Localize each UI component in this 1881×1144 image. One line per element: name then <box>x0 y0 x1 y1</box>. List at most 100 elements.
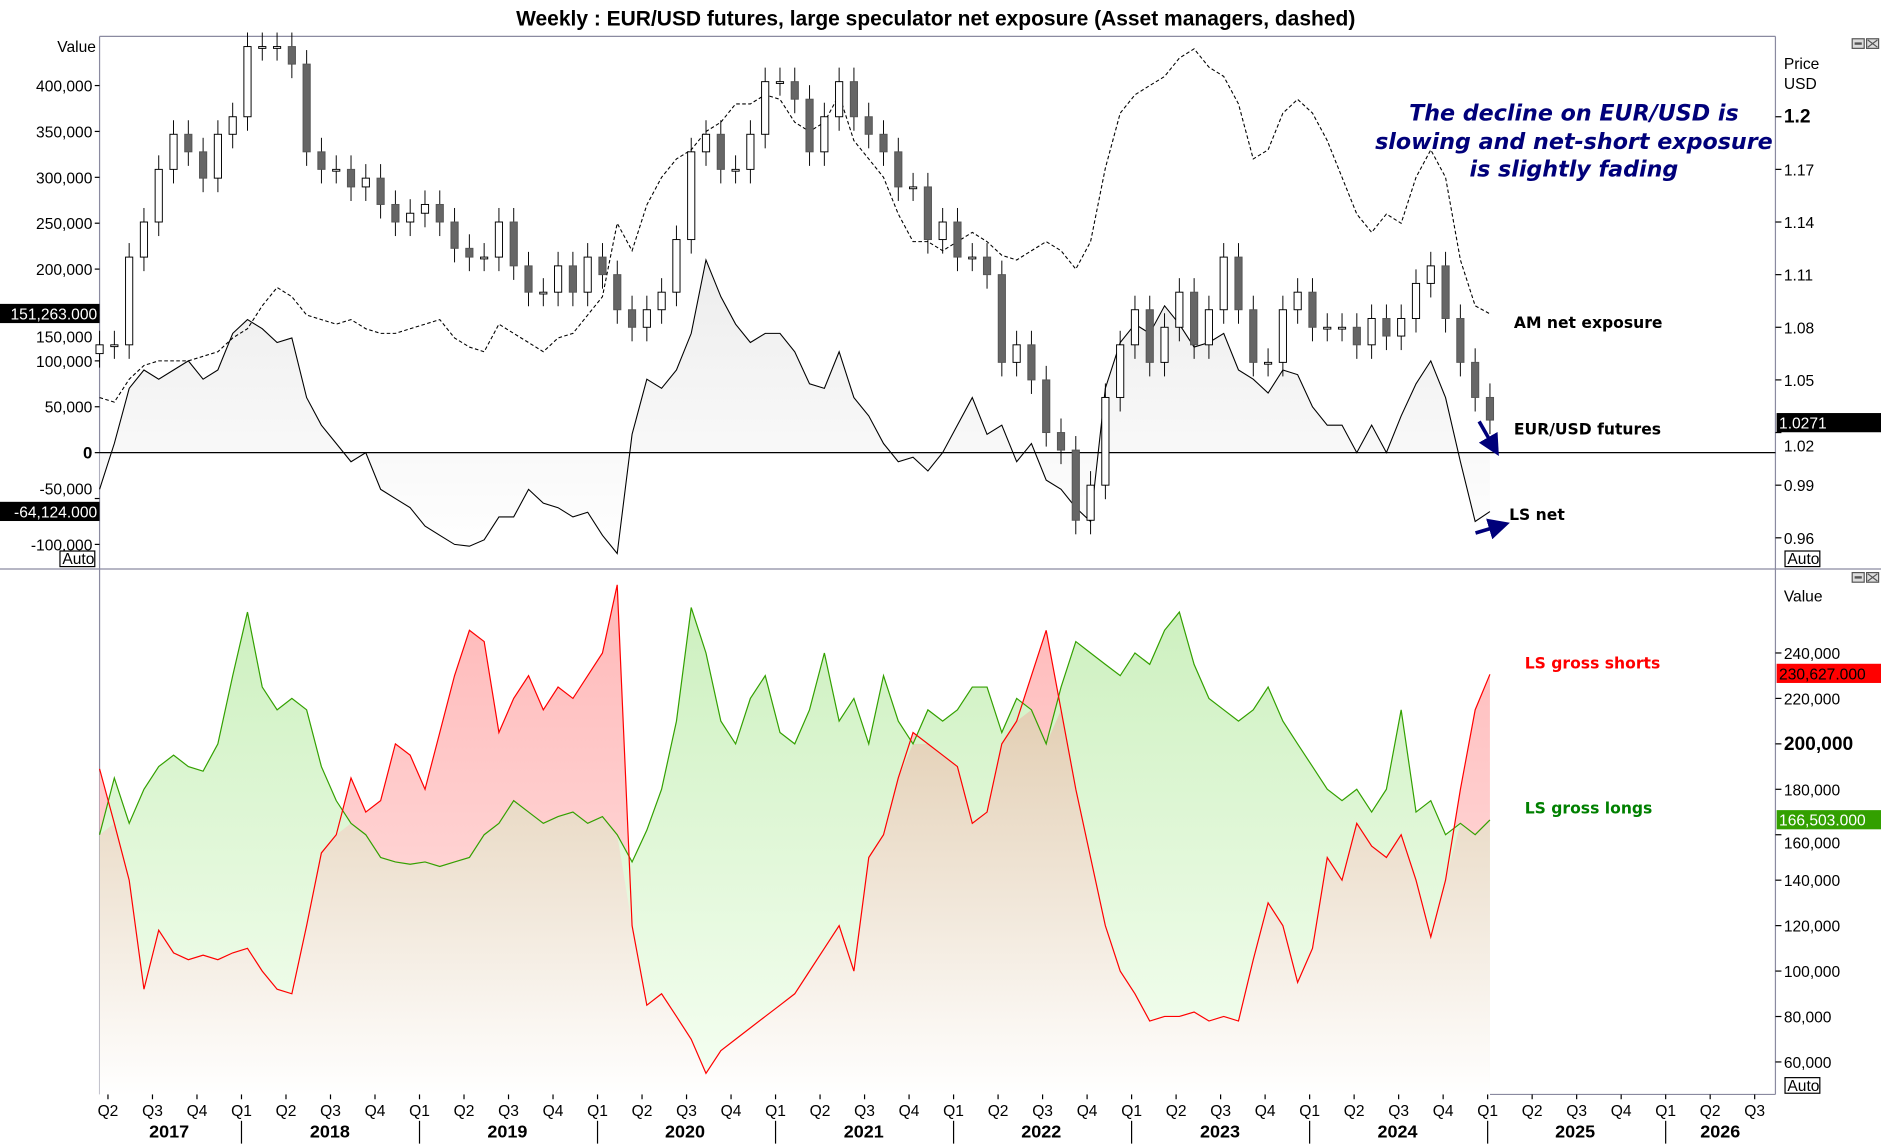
candle <box>613 274 622 311</box>
left-tick-label: 100,000 <box>36 354 93 371</box>
top-plot <box>95 32 1776 555</box>
candle <box>1130 309 1140 346</box>
candle <box>1308 291 1317 328</box>
candle <box>346 168 356 188</box>
ls-net-line <box>99 258 1491 555</box>
x-quarter-label: Q3 <box>854 1103 875 1120</box>
right-tick-label: 0.96 <box>1784 531 1814 548</box>
label-am-net-exposure: AM net exposure <box>1514 314 1663 332</box>
candle <box>391 203 400 223</box>
candle <box>879 133 888 153</box>
candle <box>1485 396 1495 421</box>
x-quarter-label: Q3 <box>1388 1103 1409 1120</box>
right-tick-label: 1.02 <box>1784 438 1814 455</box>
left-tick-label: -100,000 <box>31 537 93 554</box>
candle <box>450 221 459 249</box>
candle <box>687 151 696 241</box>
annotation-line-2: slowing and net-short exposure <box>1375 129 1773 155</box>
candle <box>1264 361 1273 365</box>
candle <box>1145 309 1154 363</box>
right-tick-label: 1.14 <box>1784 215 1815 232</box>
x-year-label: 2022 <box>1021 1122 1061 1142</box>
candle <box>1056 432 1066 451</box>
candle <box>1337 326 1347 330</box>
candle <box>494 221 504 258</box>
x-quarter-label: Q1 <box>943 1103 964 1120</box>
x-quarter-label: Q3 <box>1210 1103 1231 1120</box>
auto-button-bottom-right[interactable]: Auto <box>1784 1077 1821 1095</box>
candle <box>554 265 563 293</box>
candle <box>213 133 222 179</box>
candle <box>731 168 740 172</box>
left-tick-label: 0 <box>83 444 92 463</box>
bottom-right-tick-label: 180,000 <box>1784 782 1841 799</box>
candle <box>864 116 873 135</box>
candle <box>968 256 977 260</box>
candle <box>287 46 296 65</box>
candle <box>1441 265 1450 319</box>
x-year-label: 2021 <box>844 1122 884 1142</box>
candle <box>894 151 903 188</box>
top-panel-close-icon[interactable] <box>1866 38 1880 49</box>
left-tick-label: 50,000 <box>45 400 93 417</box>
ls-net-last-value: -64,124.000 <box>14 504 97 521</box>
candle <box>672 239 681 293</box>
candle <box>1234 256 1243 311</box>
overlap-area <box>99 709 1490 1097</box>
candle <box>761 81 770 135</box>
annotation-line-1: The decline on EUR/USD is <box>1409 100 1739 126</box>
candle <box>1278 309 1287 363</box>
x-quarter-label: Q1 <box>1655 1103 1676 1120</box>
x-quarter-label: Q2 <box>1522 1103 1543 1120</box>
label-ls-gross-shorts: LS gross shorts <box>1525 655 1661 673</box>
eurusd-last-value-bg <box>1776 413 1881 433</box>
chart-title: Weekly : EUR/USD futures, large speculat… <box>516 8 1355 31</box>
auto-label: Auto <box>62 551 94 568</box>
x-quarter-label: Q3 <box>498 1103 519 1120</box>
candle <box>1012 344 1021 363</box>
candle <box>139 221 149 258</box>
auto-button-top-right[interactable]: Auto <box>1784 550 1821 568</box>
x-quarter-label: Q2 <box>810 1103 831 1120</box>
top-panel-maximize-icon[interactable] <box>1851 38 1865 49</box>
right-tick-label: 1.2 <box>1784 107 1811 128</box>
candle <box>1071 449 1080 521</box>
candle <box>790 81 799 100</box>
label-ls-net: LS net <box>1509 506 1565 524</box>
candle <box>302 63 311 153</box>
left-tick-label: 350,000 <box>36 124 93 141</box>
bottom-panel-close-icon[interactable] <box>1866 572 1880 583</box>
x-year-label: 2024 <box>1378 1122 1418 1142</box>
ls-gross-shorts-line <box>98 584 1491 1075</box>
candle <box>583 256 592 293</box>
candle <box>849 81 859 118</box>
auto-label: Auto <box>1787 1078 1819 1095</box>
candle <box>1042 379 1051 434</box>
axes: 400,000 350,000 300,000 250,000 200,000 150,0… <box>31 79 1853 1144</box>
x-quarter-label: Q4 <box>365 1103 386 1120</box>
right-tick-label: 1.05 <box>1784 373 1815 390</box>
right-tick-label: 1.11 <box>1784 268 1813 285</box>
left-tick-label: 250,000 <box>36 216 93 233</box>
x-quarter-label: Q3 <box>1566 1103 1587 1120</box>
right-tick-label: 1.08 <box>1784 320 1814 337</box>
candle <box>805 98 814 153</box>
candle <box>1367 318 1376 346</box>
bottom-panel-maximize-icon[interactable] <box>1851 572 1865 583</box>
candle <box>199 151 208 179</box>
candle <box>465 247 474 258</box>
candle <box>420 203 430 214</box>
x-quarter-label: Q1 <box>409 1103 430 1120</box>
candle <box>1293 291 1302 311</box>
value-markers: 151,263.000 -64,124.000 1.0271 230,627.000 1… <box>0 303 1881 830</box>
auto-button-top-left[interactable]: Auto <box>59 550 96 568</box>
candle <box>701 133 711 153</box>
candle <box>1160 326 1169 363</box>
left-tick-label: 300,000 <box>36 170 93 187</box>
candle <box>1323 326 1332 330</box>
x-quarter-label: Q3 <box>676 1103 697 1120</box>
candle <box>95 344 104 355</box>
label-ls-gross-longs: LS gross longs <box>1525 800 1653 818</box>
x-quarter-label: Q1 <box>231 1103 252 1120</box>
